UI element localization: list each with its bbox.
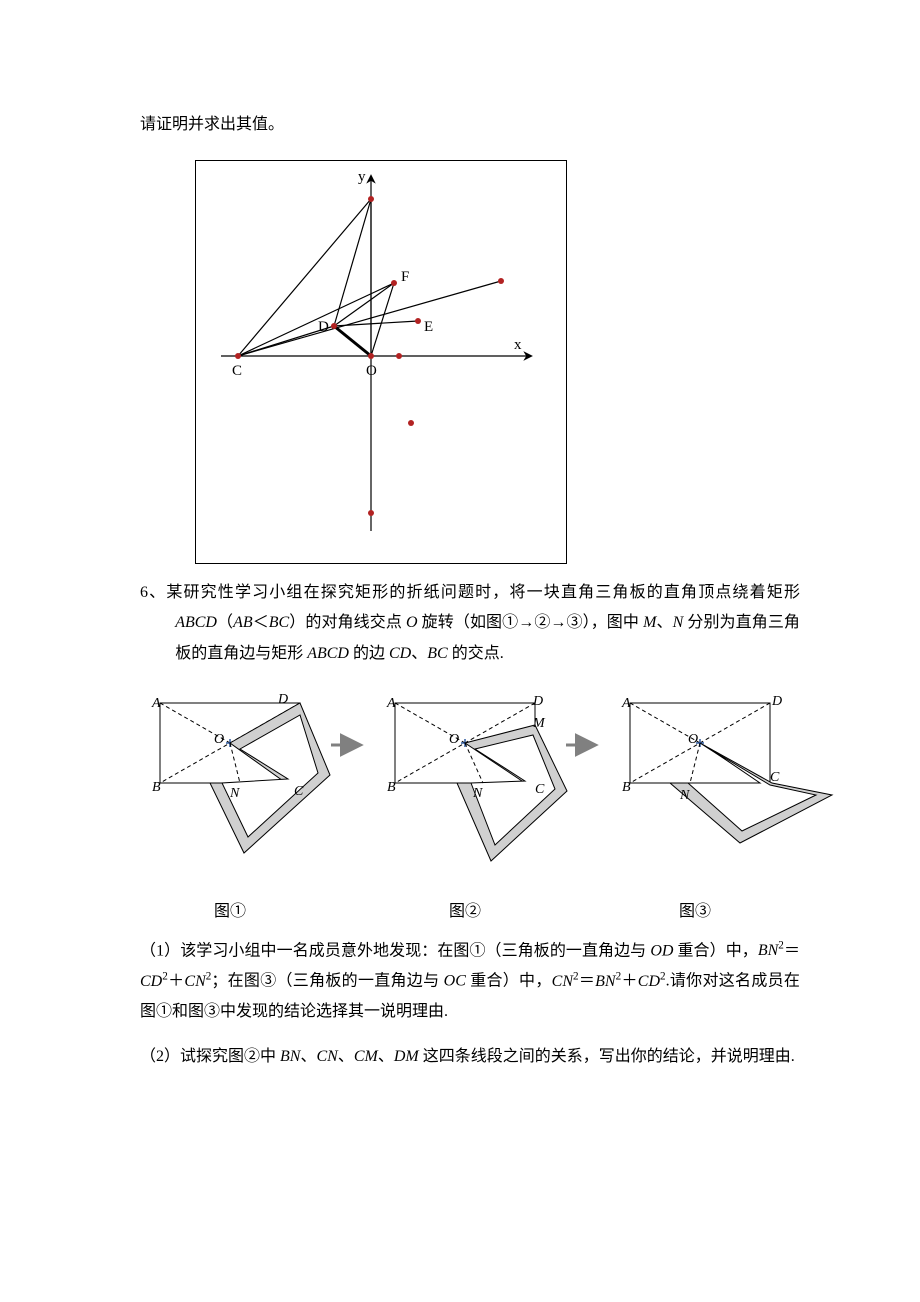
- p6-sep1: 、: [656, 614, 672, 631]
- svg-text:x: x: [514, 337, 522, 353]
- p6-bc2: BC: [427, 645, 447, 662]
- svg-text:B: B: [622, 780, 631, 795]
- p6-parenr: ）: [289, 614, 305, 631]
- svg-text:F: F: [401, 269, 409, 285]
- svg-text:B: B: [152, 780, 161, 795]
- p6-abcd2: ABCD: [307, 645, 349, 662]
- svg-text:C: C: [232, 363, 242, 379]
- q2-cn: CN: [316, 1048, 337, 1065]
- svg-text:图①: 图①: [214, 902, 246, 920]
- q1-t1: （1）该学习小组中一名成员意外地发现：在图①（三角板的一直角边与: [140, 942, 650, 959]
- svg-text:A: A: [621, 696, 631, 711]
- q1-oc: OC: [444, 973, 466, 990]
- q1-cd-t: CD: [140, 973, 162, 990]
- question-1: （1）该学习小组中一名成员意外地发现：在图①（三角板的一直角边与 OD 重合）中…: [140, 936, 800, 1028]
- p6-lt: ＜: [253, 614, 269, 631]
- p6-o: O: [406, 614, 418, 631]
- p6-mid2: 旋转（如图①→②→③），图中: [418, 614, 644, 631]
- figure-1-border: O D E F Cx y: [195, 160, 567, 563]
- q1-cn: CN2: [184, 973, 211, 990]
- svg-text:A: A: [386, 696, 396, 711]
- q1-plus2: ＋: [621, 973, 638, 990]
- p6-mid4: 的边: [349, 645, 389, 662]
- p6-abcd: ABCD: [175, 614, 217, 631]
- q1-t4: 重合）中，: [466, 973, 552, 990]
- q1-od: OD: [650, 942, 673, 959]
- q1-bn-t: BN: [758, 942, 778, 959]
- p6-cd: CD: [389, 645, 411, 662]
- svg-text:C: C: [535, 782, 545, 797]
- problem-6-statement: 6、某研究性学习小组在探究矩形的折纸问题时，将一块直角三角板的直角顶点绕着矩形 …: [140, 578, 800, 669]
- p6-parenl: （: [217, 614, 233, 631]
- q1-cn2-t: CN: [552, 973, 573, 990]
- svg-text:C: C: [770, 770, 780, 785]
- svg-text:D: D: [318, 319, 329, 335]
- p6-mid5: 的交点.: [448, 645, 504, 662]
- svg-text:图③: 图③: [679, 902, 711, 920]
- q1-cn-t: CN: [184, 973, 205, 990]
- p6-bc: BC: [269, 614, 289, 631]
- intro-line: 请证明并求出其值。: [140, 110, 800, 140]
- q2-t1: （2）试探究图②中: [140, 1048, 280, 1065]
- svg-text:O: O: [214, 732, 224, 747]
- q2-t2: 这四条线段之间的关系，写出你的结论，并说明理由.: [419, 1048, 795, 1065]
- q1-cd: CD2: [140, 973, 168, 990]
- q1-bn2: BN2: [595, 973, 621, 990]
- p6-ab: AB: [233, 614, 253, 631]
- q2-s1: 、: [300, 1048, 316, 1065]
- p6-sep2: 、: [411, 645, 427, 662]
- q1-cn2: CN2: [552, 973, 579, 990]
- q2-cm: CM: [354, 1048, 378, 1065]
- p6-lead: 6、某研究性学习小组在探究矩形的折纸问题时，将一块直角三角板的直角顶点绕着矩形: [140, 584, 800, 601]
- q1-t3: ；在图③（三角板的一直角边与: [211, 973, 443, 990]
- svg-text:y: y: [358, 169, 366, 185]
- svg-text:C: C: [294, 784, 304, 799]
- figure-row: A D B C O N A D B C O N M A D B C O N: [140, 683, 800, 894]
- q2-bn: BN: [280, 1048, 300, 1065]
- svg-text:B: B: [387, 780, 396, 795]
- q1-bn2-t: BN: [595, 973, 615, 990]
- q2-s2: 、: [338, 1048, 354, 1065]
- svg-text:A: A: [151, 696, 161, 711]
- svg-text:O: O: [366, 363, 377, 379]
- p6-m: M: [643, 614, 656, 631]
- svg-text:M: M: [532, 716, 546, 731]
- q1-eq2: ＝: [579, 973, 596, 990]
- figure-1: O D E F Cx y: [196, 161, 566, 551]
- figure-1-container: O D E F Cx y: [195, 160, 800, 563]
- svg-text:O: O: [688, 732, 698, 747]
- q2-s3: 、: [378, 1048, 394, 1065]
- q1-plus1: ＋: [168, 973, 185, 990]
- svg-text:O: O: [449, 732, 459, 747]
- svg-text:E: E: [424, 319, 433, 335]
- svg-text:N: N: [679, 788, 690, 803]
- p6-n: N: [673, 614, 684, 631]
- q2-dm: DM: [394, 1048, 419, 1065]
- q1-cd2-t: CD: [638, 973, 660, 990]
- figure-2: A D B C O N A D B C O N M A D B C O N: [140, 683, 840, 883]
- figure-captions-svg: 图① 图② 图③: [140, 898, 840, 924]
- q1-cd2: CD2: [638, 973, 666, 990]
- svg-text:D: D: [532, 694, 543, 709]
- svg-text:N: N: [229, 786, 240, 801]
- question-2: （2）试探究图②中 BN、CN、CM、DM 这四条线段之间的关系，写出你的结论，…: [140, 1042, 800, 1072]
- q1-t2: 重合）中，: [673, 942, 757, 959]
- svg-text:D: D: [771, 694, 782, 709]
- svg-text:D: D: [277, 692, 288, 707]
- q1-bn: BN2: [758, 942, 784, 959]
- q1-eq1: ＝: [784, 942, 800, 959]
- svg-text:图②: 图②: [449, 902, 481, 920]
- p6-mid1: 的对角线交点: [305, 614, 406, 631]
- svg-text:N: N: [472, 786, 483, 801]
- figure-captions: 图① 图② 图③: [140, 898, 800, 935]
